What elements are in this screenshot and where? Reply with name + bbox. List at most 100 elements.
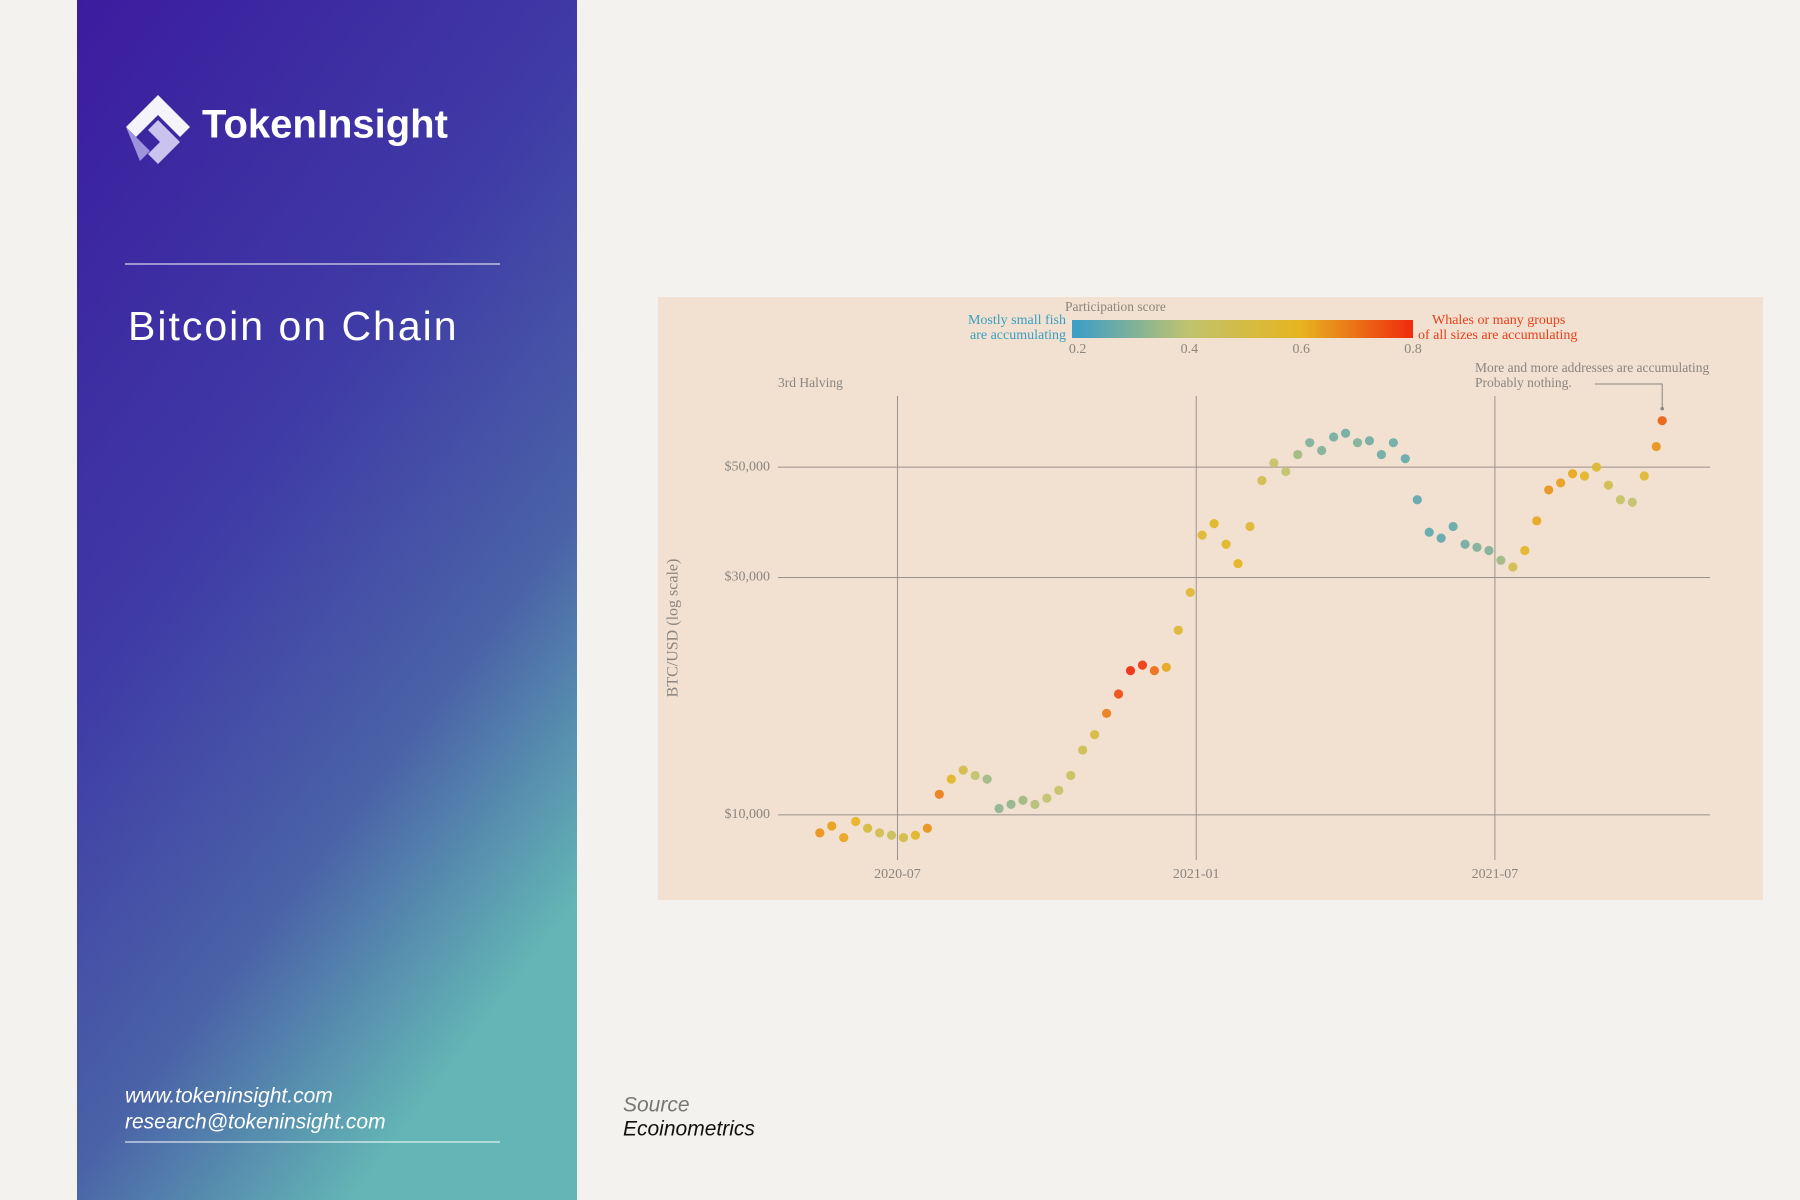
point [982,774,992,784]
colorbar-tick-label: 0.6 [1292,342,1310,357]
point [958,765,968,775]
point [934,789,944,799]
point [1657,416,1667,426]
point [898,833,909,843]
point [815,828,825,838]
point [1484,545,1494,556]
point [1221,539,1231,549]
point [1078,745,1088,755]
colorbar-low-label: Mostly small fish [968,313,1066,328]
colorbar-tick-label: 0.2 [1069,342,1087,357]
colorbar [1072,320,1413,338]
source-name: Ecoinometrics [623,1118,755,1141]
point [1364,436,1375,446]
colorbar-title: Participation score [1065,299,1166,314]
point [1173,625,1183,635]
point [1006,799,1016,809]
point [1066,770,1076,781]
point [839,833,849,843]
point [863,823,873,833]
point [946,774,956,784]
colorbar-tick-label: 0.4 [1181,342,1199,357]
point [1400,454,1410,464]
point [1209,519,1219,529]
point [1508,562,1518,572]
point [1460,539,1470,549]
point [1591,462,1602,472]
annotation-arrowhead [1660,406,1665,411]
point [1603,480,1614,490]
chart: Participation score Mostly small fish ar… [658,297,1763,900]
point [1317,445,1327,456]
point [1281,466,1291,477]
point [1376,449,1387,460]
point [1424,527,1434,537]
slide-title: Bitcoin on Chain [128,303,459,349]
x-tick-label: 2020-07 [874,867,921,882]
colorbar-high-label: of all sizes are accumulating [1418,328,1577,343]
note-annotation: Probably nothing. [1475,375,1572,390]
point [1496,555,1506,565]
side-panel [77,0,577,1200]
point [1257,475,1267,486]
point [1651,441,1661,452]
y-axis-label: BTC/USD (log scale) [665,559,682,698]
point [874,828,885,838]
point [1161,662,1171,672]
note-annotation: More and more addresses are accumulating [1475,360,1710,375]
point [1245,521,1255,532]
source-label: Source [623,1094,690,1117]
point [1556,478,1566,488]
point [1388,438,1398,448]
annotation-leader [1595,383,1663,409]
point [1436,533,1446,543]
point [1352,438,1363,448]
point [886,830,897,840]
point [1185,587,1195,598]
x-tick-label: 2021-01 [1173,867,1220,882]
point [1030,799,1040,809]
point [1269,458,1279,468]
point [1472,542,1482,552]
logo-icon [126,95,190,164]
y-tick-label: $30,000 [725,570,771,585]
point [1197,530,1207,540]
point [1340,428,1351,438]
point [1137,660,1148,670]
point [1627,497,1637,507]
colorbar-high-label: Whales or many groups [1432,313,1565,328]
point [1639,471,1649,481]
point [1101,708,1112,718]
colorbar-tick-label: 0.8 [1404,342,1422,357]
halving-annotation: 3rd Halving [778,375,843,390]
point [1579,471,1590,481]
point [1567,469,1578,479]
point [1125,665,1136,676]
website: www.tokeninsight.com [125,1085,333,1108]
point [970,770,980,781]
point [827,821,837,831]
point [1054,785,1064,796]
point [1305,438,1315,448]
point [1520,545,1530,556]
point [910,830,921,840]
point [851,816,861,827]
point [1018,795,1028,805]
point [994,803,1004,814]
point [1532,516,1542,526]
point [1042,793,1052,803]
point [1412,495,1422,505]
point [1329,432,1339,442]
point [1113,689,1124,699]
point [1544,485,1554,495]
point [1149,665,1159,676]
y-tick-label: $50,000 [725,459,771,474]
email: research@tokeninsight.com [125,1111,386,1134]
y-tick-label: $10,000 [725,807,771,822]
chart-background [658,297,1763,900]
brand-name: TokenInsight [202,103,448,147]
point [1615,495,1625,505]
point [1233,558,1243,569]
colorbar-low-label: are accumulating [970,328,1066,343]
